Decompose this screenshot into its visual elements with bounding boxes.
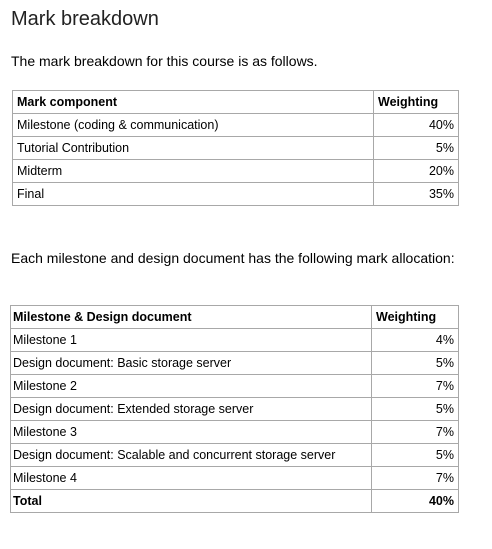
milestone-allocation-table: Milestone & Design document Weighting Mi… — [10, 305, 459, 513]
weighting-cell: 40% — [373, 113, 459, 137]
total-weighting-cell: 40% — [371, 489, 459, 513]
weighting-cell: 7% — [371, 466, 459, 490]
table-header-row: Mark component Weighting — [12, 90, 459, 114]
weighting-cell: 4% — [371, 328, 459, 352]
milestone-cell: Milestone 1 — [10, 328, 372, 352]
weighting-cell: 7% — [371, 374, 459, 398]
page-title: Mark breakdown — [11, 8, 159, 30]
milestone-cell: Milestone 3 — [10, 420, 372, 444]
table-header-row: Milestone & Design document Weighting — [10, 305, 459, 329]
weighting-cell: 5% — [371, 443, 459, 467]
table-row: Milestone 4 7% — [10, 466, 459, 490]
total-row: Total 40% — [10, 489, 459, 513]
weighting-cell: 20% — [373, 159, 459, 183]
intro-text: The mark breakdown for this course is as… — [11, 53, 318, 69]
table-row: Milestone 3 7% — [10, 420, 459, 444]
column-header-weighting: Weighting — [371, 305, 459, 329]
table-row: Milestone 2 7% — [10, 374, 459, 398]
component-cell: Tutorial Contribution — [12, 136, 374, 160]
milestone-cell: Milestone 4 — [10, 466, 372, 490]
table-row: Milestone 1 4% — [10, 328, 459, 352]
column-header-weighting: Weighting — [373, 90, 459, 114]
mark-breakdown-table: Mark component Weighting Milestone (codi… — [12, 90, 459, 206]
table-row: Design document: Extended storage server… — [10, 397, 459, 421]
component-cell: Final — [12, 182, 374, 206]
weighting-cell: 5% — [371, 351, 459, 375]
table-row: Tutorial Contribution 5% — [12, 136, 459, 160]
table-row: Design document: Scalable and concurrent… — [10, 443, 459, 467]
table-row: Final 35% — [12, 182, 459, 206]
milestone-cell: Milestone 2 — [10, 374, 372, 398]
component-cell: Midterm — [12, 159, 374, 183]
table-row: Midterm 20% — [12, 159, 459, 183]
total-label-cell: Total — [10, 489, 372, 513]
table-row: Milestone (coding & communication) 40% — [12, 113, 459, 137]
component-cell: Milestone (coding & communication) — [12, 113, 374, 137]
milestone-cell: Design document: Extended storage server — [10, 397, 372, 421]
milestone-cell: Design document: Basic storage server — [10, 351, 372, 375]
weighting-cell: 35% — [373, 182, 459, 206]
milestone-cell: Design document: Scalable and concurrent… — [10, 443, 372, 467]
column-header-component: Mark component — [12, 90, 374, 114]
allocation-description: Each milestone and design document has t… — [11, 250, 455, 266]
column-header-milestone: Milestone & Design document — [10, 305, 372, 329]
table-row: Design document: Basic storage server 5% — [10, 351, 459, 375]
weighting-cell: 7% — [371, 420, 459, 444]
weighting-cell: 5% — [373, 136, 459, 160]
weighting-cell: 5% — [371, 397, 459, 421]
